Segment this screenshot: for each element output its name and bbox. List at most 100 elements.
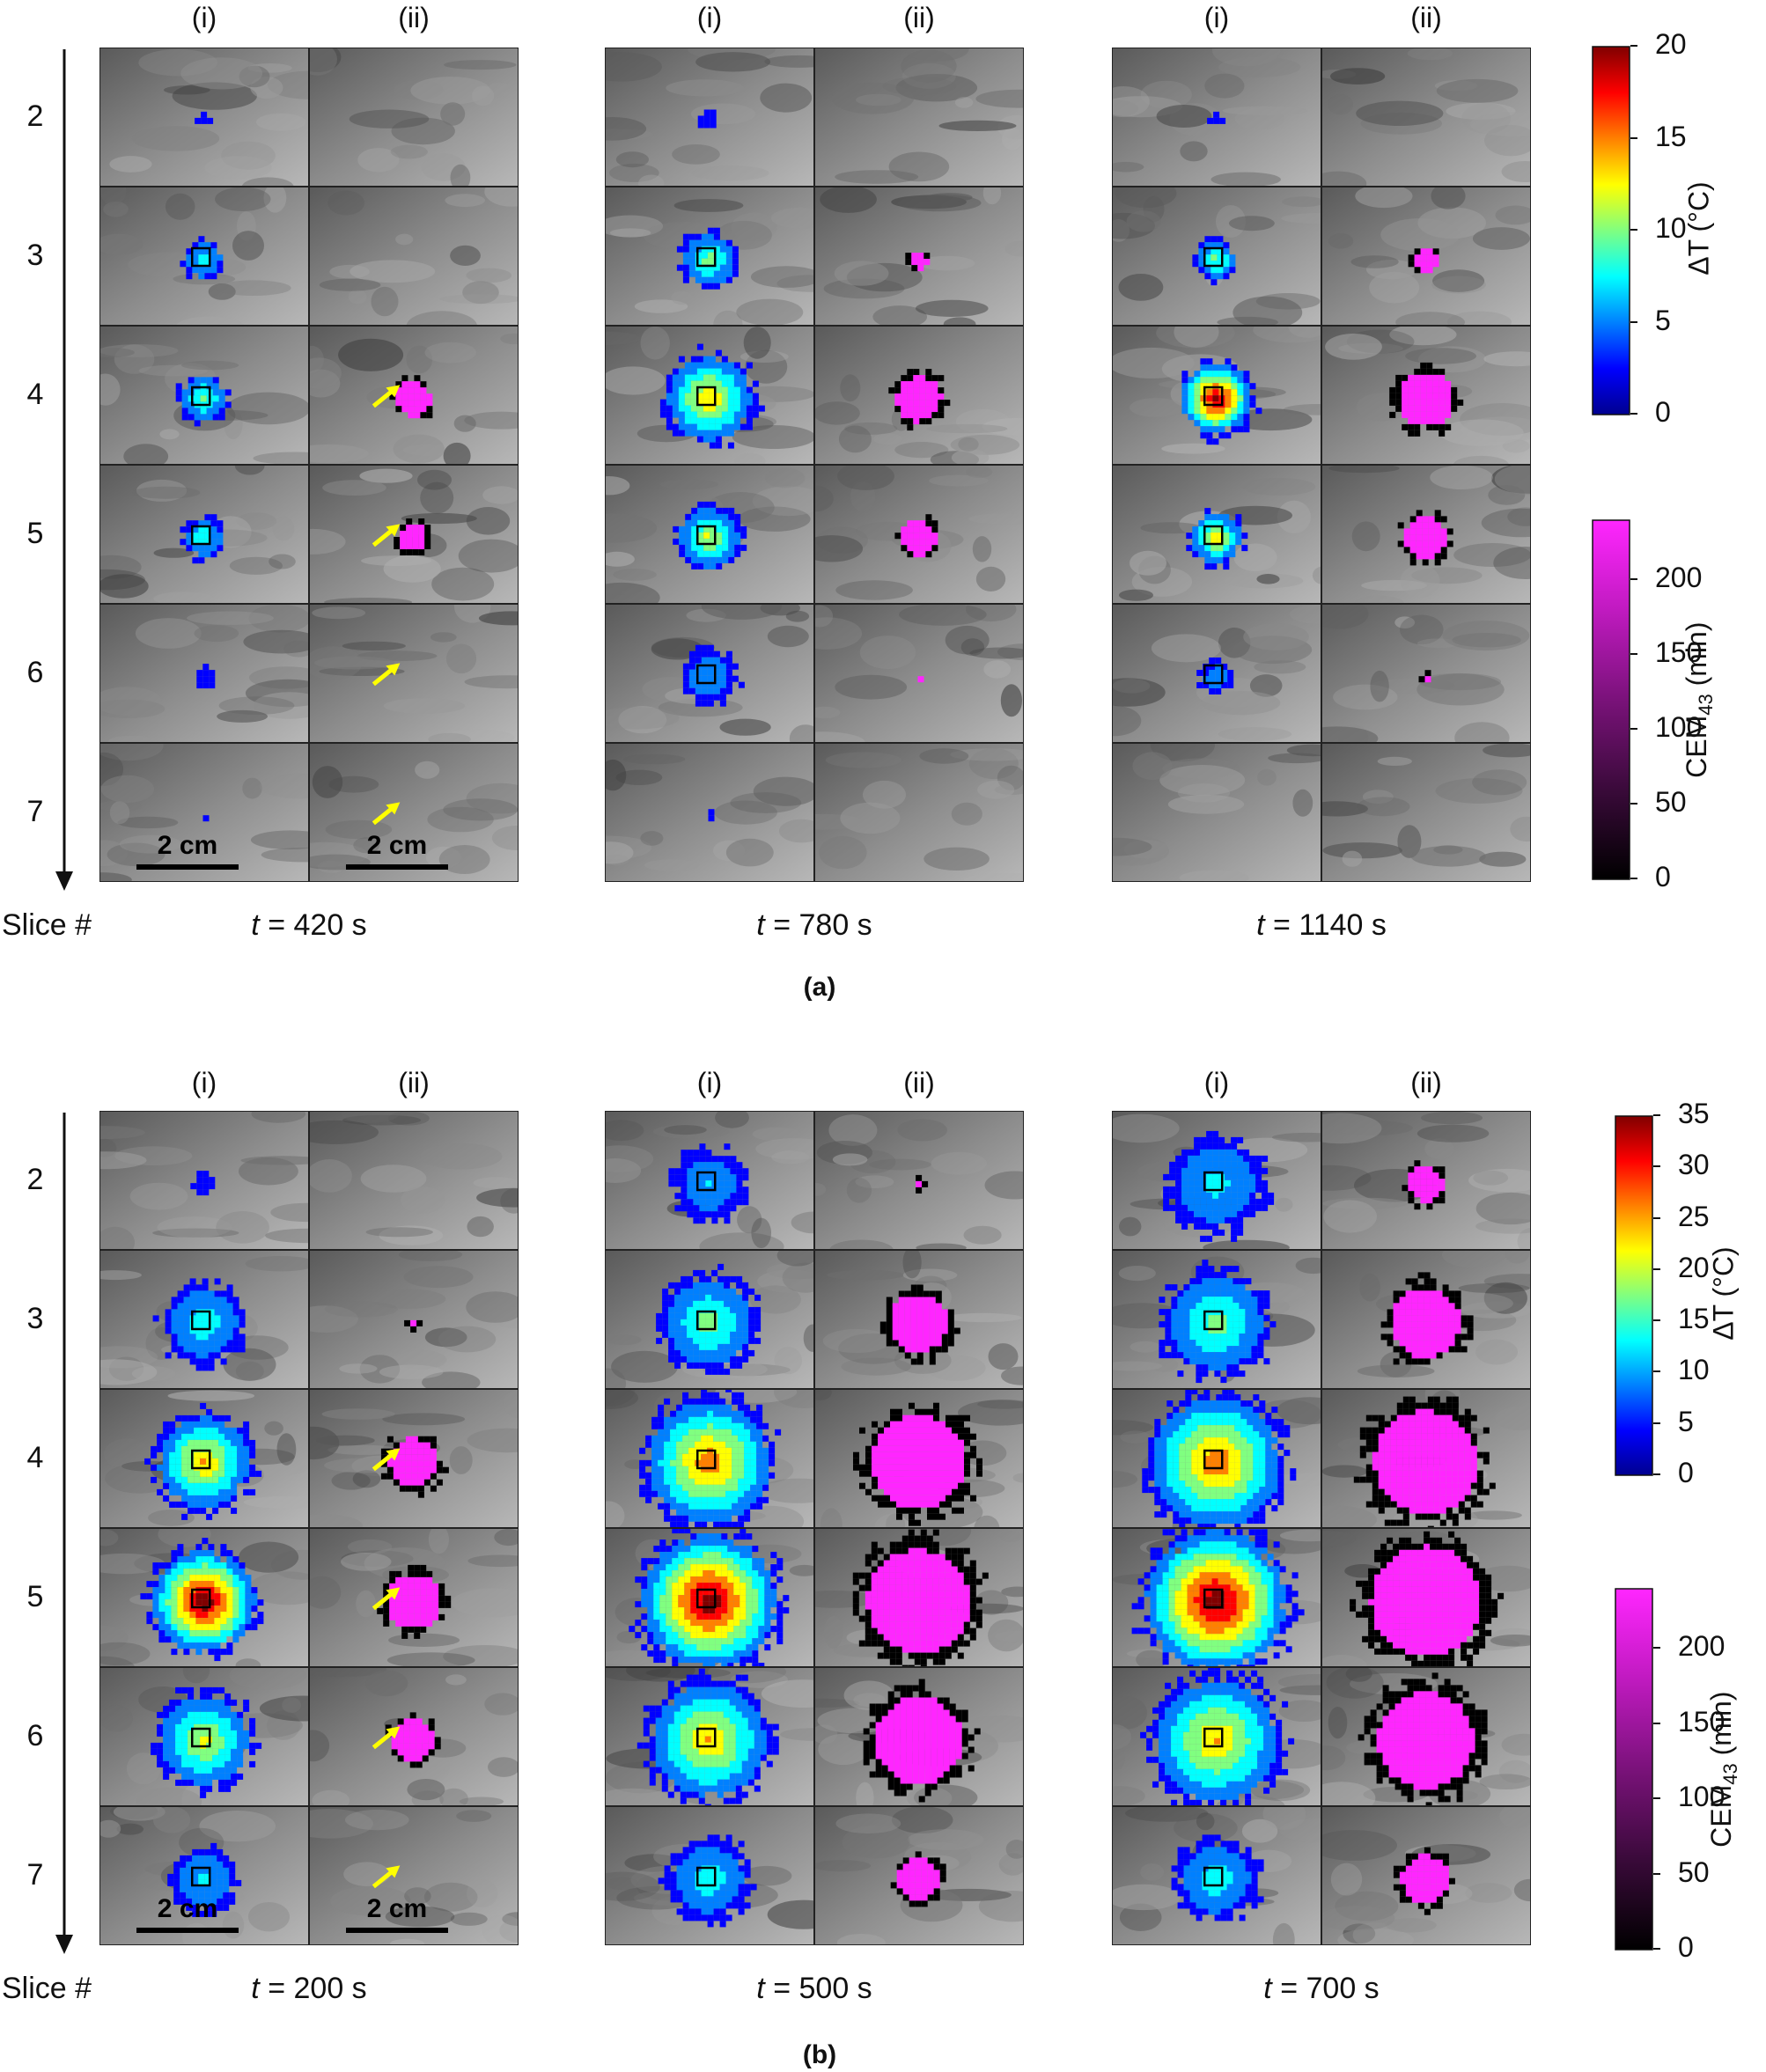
temperature-map-cell: [605, 187, 814, 326]
colorbar-tick-mark: [1630, 728, 1637, 730]
temperature-map-cell: [605, 1111, 814, 1250]
scale-bar-label: 2 cm: [157, 1894, 218, 1923]
temperature-map-cell: [1112, 604, 1321, 743]
yellow-arrow-icon: [372, 1726, 401, 1750]
time-label: t = 700 s: [1145, 1972, 1497, 2006]
slice-number: 4: [26, 378, 44, 411]
colorbar-tick-label: 15: [1678, 1303, 1710, 1335]
thermal-dose-map-cell: [814, 1806, 1024, 1945]
time-value: 1140 s: [1299, 908, 1387, 942]
colorbar-tick-mark: [1653, 1370, 1660, 1373]
temperature-map-cell: [99, 187, 309, 326]
slice-number: 6: [26, 656, 44, 689]
temperature-map-cell: [605, 1250, 814, 1389]
roi-box: [190, 525, 211, 546]
colorbar-tick-mark: [1653, 1216, 1660, 1219]
thermal-dose-map-cell: [814, 1528, 1024, 1667]
equals-sign: =: [1271, 1972, 1306, 2005]
thermal-dose-map-cell: [309, 604, 519, 743]
temperature-map-cell: [99, 604, 309, 743]
roi-box: [190, 1727, 211, 1748]
column-heading-ii: (ii): [903, 1067, 935, 1098]
slice-axis-label: Slice #: [2, 908, 92, 942]
thermal-dose-map-cell: [1321, 1806, 1531, 1945]
scale-bar-label: 2 cm: [366, 831, 428, 860]
temperature-map-cell: [99, 743, 309, 882]
roi-box: [695, 246, 717, 268]
temperature-colorbar: [1615, 1115, 1653, 1476]
temperature-map-cell: [99, 48, 309, 187]
temperature-map-cell: [99, 1111, 309, 1250]
colorbar-tick-label: 100: [1655, 711, 1703, 743]
temperature-map-cell: [605, 743, 814, 882]
thermal-dose-colorbar-title: CEM43 (min): [1705, 1637, 1742, 1901]
colorbar-tick-mark: [1653, 1797, 1660, 1800]
panel-label: (a): [803, 973, 836, 1002]
colorbar-tick-mark: [1630, 578, 1637, 580]
colorbar-tick-label: 200: [1678, 1630, 1726, 1663]
thermal-dose-map-cell: [814, 743, 1024, 882]
time-value: 500 s: [798, 1972, 872, 2005]
thermal-dose-map-cell: [1321, 743, 1531, 882]
roi-box: [1203, 664, 1224, 685]
cem-title-subscript: 43: [1719, 1763, 1742, 1785]
roi-box: [1203, 1588, 1224, 1609]
temperature-map-cell: [1112, 1667, 1321, 1806]
thermal-dose-map-cell: [309, 1806, 519, 1945]
thermal-dose-map-cell: [309, 465, 519, 604]
colorbar-tick-label: 10: [1678, 1354, 1710, 1386]
scale-bar-label: 2 cm: [157, 831, 218, 860]
yellow-arrow-icon: [372, 802, 401, 826]
scale-bar-label: 2 cm: [366, 1894, 428, 1923]
thermal-dose-map-cell: [814, 1667, 1024, 1806]
colorbar-tick-mark: [1653, 1473, 1660, 1475]
colorbar-tick-label: 100: [1678, 1781, 1726, 1813]
time-symbol: t: [251, 1972, 260, 2005]
slice-number: 3: [26, 239, 44, 272]
thermal-dose-map-cell: [1321, 604, 1531, 743]
temperature-map-cell: [605, 1806, 814, 1945]
column-heading-i: (i): [696, 1067, 723, 1098]
yellow-arrow-icon: [372, 1587, 401, 1611]
roi-box: [190, 246, 211, 268]
roi-box: [1203, 1866, 1224, 1887]
roi-box: [190, 1866, 211, 1887]
colorbar-tick-mark: [1630, 229, 1637, 231]
slice-number: 2: [26, 99, 44, 133]
roi-box: [190, 1449, 211, 1470]
yellow-arrow-icon: [372, 524, 401, 547]
cem-title-unit: (min): [1704, 1691, 1737, 1764]
thermal-dose-map-cell: [309, 743, 519, 882]
thermal-dose-map-cell: [1321, 1528, 1531, 1667]
temperature-colorbar-title: ΔT (°C): [1707, 1246, 1740, 1341]
roi-box: [1203, 1727, 1224, 1748]
slice-number: 3: [26, 1302, 44, 1335]
thermal-dose-colorbar: [1615, 1588, 1653, 1951]
roi-box: [695, 1727, 717, 1748]
colorbar-tick-label: 0: [1655, 396, 1671, 428]
slice-number: 4: [26, 1441, 44, 1474]
temperature-map-cell: [605, 48, 814, 187]
colorbar-tick-label: 15: [1655, 120, 1687, 152]
temperature-map-cell: [99, 465, 309, 604]
yellow-arrow-icon: [372, 1448, 401, 1472]
roi-box: [695, 1449, 717, 1470]
time-label: t = 780 s: [638, 908, 990, 943]
roi-box: [1203, 525, 1224, 546]
time-value: 700 s: [1306, 1972, 1380, 2005]
panel-label: (b): [802, 2040, 837, 2069]
roi-box: [695, 386, 717, 407]
scale-bar: [136, 1928, 239, 1933]
cem-title-base: CEM: [1704, 1784, 1737, 1848]
colorbar-tick-mark: [1653, 1722, 1660, 1724]
cem-title-unit: (min): [1680, 621, 1712, 694]
colorbar-tick-mark: [1653, 1872, 1660, 1875]
colorbar-tick-label: 25: [1678, 1200, 1710, 1232]
slice-axis-arrow: [55, 1113, 73, 1954]
time-label: t = 500 s: [638, 1972, 990, 2006]
thermal-dose-map-cell: [1321, 1111, 1531, 1250]
roi-box: [695, 525, 717, 546]
temperature-map-cell: [1112, 1806, 1321, 1945]
temperature-map-cell: [1112, 1250, 1321, 1389]
thermal-dose-map-cell: [309, 1389, 519, 1528]
